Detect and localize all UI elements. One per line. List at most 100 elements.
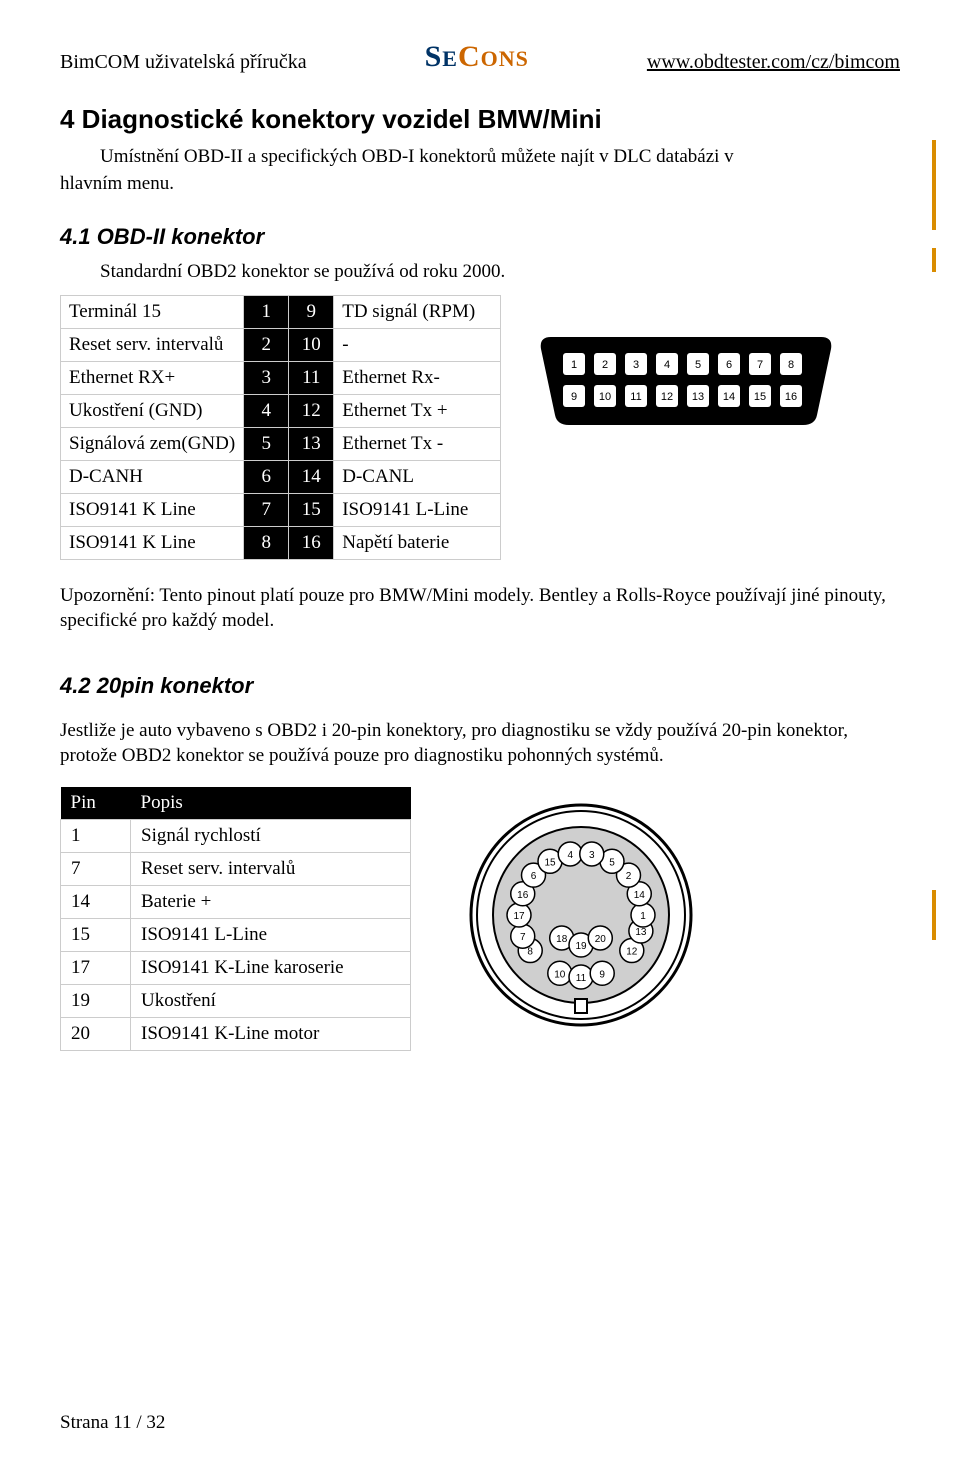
svg-text:16: 16: [785, 391, 797, 403]
obd2-pinout-table: Terminál 1519TD signál (RPM)Reset serv. …: [60, 295, 501, 560]
cell-pin: 20: [61, 1017, 131, 1050]
cell-pin: 15: [61, 918, 131, 951]
svg-text:13: 13: [635, 927, 647, 938]
header-logo: SECONS: [425, 40, 529, 74]
cell-label: Ukostření (GND): [61, 395, 244, 428]
cell-pin: 1: [61, 819, 131, 852]
table-row: Signálová zem(GND)513Ethernet Tx -: [61, 428, 501, 461]
cell-label: Reset serv. intervalů: [61, 329, 244, 362]
svg-text:16: 16: [517, 890, 529, 901]
svg-text:2: 2: [626, 871, 632, 882]
obd2-row: Terminál 1519TD signál (RPM)Reset serv. …: [60, 295, 900, 560]
cell-pin-a: 8: [244, 527, 289, 560]
logo-part: C: [458, 40, 481, 73]
svg-text:8: 8: [788, 359, 794, 371]
svg-text:2: 2: [602, 359, 608, 371]
change-bar: [932, 248, 936, 272]
cell-desc: -: [334, 329, 501, 362]
table-row: 19Ukostření: [61, 984, 411, 1017]
svg-text:13: 13: [692, 391, 704, 403]
section-4-1-intro: Standardní OBD2 konektor se používá od r…: [60, 260, 900, 285]
table-row: ISO9141 K Line715ISO9141 L-Line: [61, 494, 501, 527]
svg-text:20: 20: [595, 934, 607, 945]
cell-pin-a: 3: [244, 362, 289, 395]
section-4-title: 4 Diagnostické konektory vozidel BMW/Min…: [60, 104, 900, 135]
cell-label: ISO9141 K Line: [61, 527, 244, 560]
cell-pin-a: 1: [244, 296, 289, 329]
svg-text:7: 7: [757, 359, 763, 371]
cell-desc: Ethernet Tx -: [334, 428, 501, 461]
cell-pin-b: 13: [289, 428, 334, 461]
section-4-intro-1: Umístnění OBD-II a specifických OBD-I ko…: [60, 145, 900, 170]
th-desc: Popis: [131, 787, 411, 820]
svg-text:9: 9: [599, 969, 605, 980]
svg-text:11: 11: [576, 973, 587, 984]
section-4-2-title: 4.2 20pin konektor: [60, 673, 900, 699]
svg-text:3: 3: [633, 359, 639, 371]
header-link[interactable]: www.obdtester.com/cz/bimcom: [647, 51, 900, 74]
cell-pin-a: 2: [244, 329, 289, 362]
svg-text:14: 14: [634, 890, 646, 901]
table-row: Ukostření (GND)412Ethernet Tx +: [61, 395, 501, 428]
svg-text:17: 17: [513, 911, 525, 922]
table-row: D-CANH614D-CANL: [61, 461, 501, 494]
svg-text:11: 11: [631, 391, 642, 403]
cell-pin-a: 6: [244, 461, 289, 494]
page-header: BimCOM uživatelská příručka SECONS www.o…: [60, 40, 900, 74]
cell-desc: Ukostření: [131, 984, 411, 1017]
cell-label: D-CANH: [61, 461, 244, 494]
cell-desc: Reset serv. intervalů: [131, 852, 411, 885]
cell-pin-b: 14: [289, 461, 334, 494]
table-row: Ethernet RX+311Ethernet Rx-: [61, 362, 501, 395]
cell-pin-b: 11: [289, 362, 334, 395]
cell-desc: TD signál (RPM): [334, 296, 501, 329]
table-row: Terminál 1519TD signál (RPM): [61, 296, 501, 329]
svg-text:15: 15: [754, 391, 766, 403]
header-title: BimCOM uživatelská příručka: [60, 51, 307, 74]
svg-text:18: 18: [556, 934, 568, 945]
20pin-connector-diagram: 1011981271317116146215543181920: [451, 785, 711, 1050]
cell-pin-a: 4: [244, 395, 289, 428]
svg-text:4: 4: [664, 359, 670, 371]
20pin-row: Pin Popis 1Signál rychlostí7Reset serv. …: [60, 775, 900, 1051]
cell-desc: Baterie +: [131, 885, 411, 918]
svg-text:1: 1: [571, 359, 577, 371]
cell-label: Terminál 15: [61, 296, 244, 329]
th-pin: Pin: [61, 787, 131, 820]
cell-pin: 17: [61, 951, 131, 984]
cell-label: Ethernet RX+: [61, 362, 244, 395]
cell-desc: ISO9141 L-Line: [131, 918, 411, 951]
cell-desc: ISO9141 K-Line motor: [131, 1017, 411, 1050]
change-bar: [932, 140, 936, 230]
svg-text:12: 12: [626, 946, 638, 957]
cell-desc: Ethernet Tx +: [334, 395, 501, 428]
svg-text:4: 4: [567, 850, 573, 861]
svg-text:5: 5: [609, 857, 615, 868]
cell-pin-b: 10: [289, 329, 334, 362]
cell-pin-a: 5: [244, 428, 289, 461]
table-row: 20ISO9141 K-Line motor: [61, 1017, 411, 1050]
cell-desc: ISO9141 L-Line: [334, 494, 501, 527]
logo-part: S: [425, 40, 443, 73]
cell-pin: 7: [61, 852, 131, 885]
section-4-intro-2: hlavním menu.: [60, 172, 900, 197]
page: BimCOM uživatelská příručka SECONS www.o…: [0, 0, 960, 1464]
cell-desc: D-CANL: [334, 461, 501, 494]
svg-text:10: 10: [554, 969, 566, 980]
obd2-connector-diagram: 19210311412513614715816: [531, 325, 841, 440]
20pin-pinout-table: Pin Popis 1Signál rychlostí7Reset serv. …: [60, 787, 411, 1051]
table-row: 1Signál rychlostí: [61, 819, 411, 852]
svg-text:12: 12: [661, 391, 673, 403]
cell-pin-a: 7: [244, 494, 289, 527]
change-bar: [932, 890, 936, 940]
cell-desc: Signál rychlostí: [131, 819, 411, 852]
svg-text:8: 8: [527, 946, 533, 957]
table-row: ISO9141 K Line816Napětí baterie: [61, 527, 501, 560]
cell-pin-b: 15: [289, 494, 334, 527]
svg-text:5: 5: [695, 359, 701, 371]
cell-label: Signálová zem(GND): [61, 428, 244, 461]
section-4-1-note: Upozornění: Tento pinout platí pouze pro…: [60, 584, 900, 633]
cell-desc: ISO9141 K-Line karoserie: [131, 951, 411, 984]
svg-text:7: 7: [520, 932, 526, 943]
cell-pin-b: 9: [289, 296, 334, 329]
